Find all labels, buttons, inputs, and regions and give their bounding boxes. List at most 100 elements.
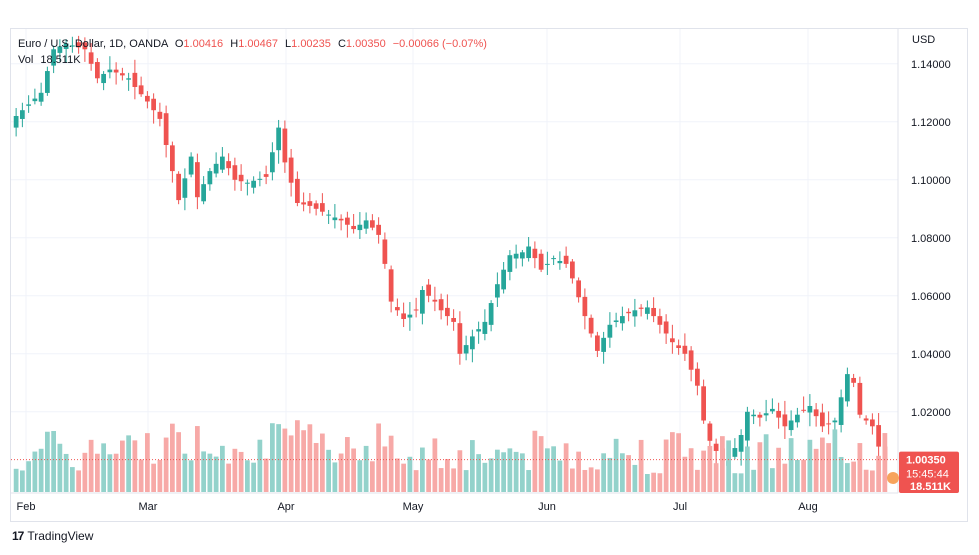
volume-bar (13, 468, 19, 492)
symbol-name[interactable]: Euro / U.S. Dollar, 1D, OANDA (18, 38, 168, 50)
volume-bar (226, 463, 231, 492)
candle-body (476, 329, 481, 332)
candle-body (826, 423, 831, 425)
volume-bar (551, 446, 556, 492)
candle-body (295, 178, 300, 203)
volume-bar (201, 451, 206, 492)
volume-bar (57, 443, 63, 492)
volume-bar (38, 448, 44, 492)
candle-body (345, 217, 350, 225)
volume-bar (95, 453, 100, 492)
candle-body (395, 307, 400, 311)
volume-bar (663, 439, 669, 492)
volume-bar (282, 428, 288, 492)
volume-bar (738, 473, 744, 492)
candle-body (370, 220, 375, 228)
candle-body (107, 69, 113, 73)
volume-bar (845, 463, 850, 492)
candle-body (451, 318, 456, 322)
volume-bar (557, 460, 563, 492)
volume-bar (301, 430, 306, 492)
volume-bar (832, 429, 838, 492)
candle-body (457, 323, 463, 354)
candle-body (20, 110, 25, 119)
volume-bar (538, 436, 544, 492)
last-price-badge (899, 451, 959, 482)
volume-bar (70, 467, 75, 492)
candle-body (626, 311, 631, 314)
candle-body (270, 152, 275, 173)
volume-bar (801, 459, 806, 492)
volume-bar (526, 470, 531, 492)
candle-body (838, 397, 844, 425)
candle-body (520, 252, 525, 259)
candle-body (488, 303, 494, 325)
candle-body (851, 377, 856, 383)
candle-body (195, 162, 200, 198)
volume-legend: Vol 18.511K (18, 52, 81, 68)
candle-body (820, 412, 825, 427)
volume-bar (251, 462, 256, 492)
candle-body (670, 338, 675, 343)
x-tick-label: Feb (17, 501, 36, 513)
volume-bar (813, 448, 819, 492)
candle-body (738, 435, 744, 452)
volume-bar (245, 460, 250, 492)
candle-body (426, 284, 431, 296)
volume-bar (176, 432, 181, 492)
candle-body (207, 171, 213, 185)
open-value: 1.00416 (183, 38, 224, 50)
volume-bar (357, 460, 363, 492)
candle-body (463, 345, 469, 354)
candle-body (76, 42, 81, 48)
candle-body (563, 255, 569, 264)
volume-bar (88, 439, 94, 492)
candle-body (832, 420, 838, 423)
volume-bar (113, 453, 119, 492)
open-label: O (174, 38, 184, 50)
volume-bar (870, 470, 875, 492)
candle-body (257, 178, 263, 180)
candle-body (551, 258, 556, 260)
candle-body (288, 157, 294, 183)
volume-bar (532, 430, 538, 492)
candle-body (557, 261, 563, 264)
volume-bar (126, 435, 131, 492)
candle-body (332, 217, 338, 221)
candle-body (632, 310, 638, 317)
candle-body (145, 95, 150, 102)
volume-bar (195, 426, 200, 492)
candle-body (13, 116, 19, 128)
volume-bar (638, 439, 644, 492)
candle-body (38, 92, 44, 102)
candle-body (226, 161, 231, 169)
close-value: 1.00350 (345, 38, 386, 50)
brand-name: TradingView (27, 529, 94, 543)
volume-bar (345, 437, 350, 492)
candle-body (482, 321, 488, 334)
candle-body (182, 178, 188, 198)
volume-bar (820, 437, 825, 492)
volume-bar (632, 464, 638, 492)
volume-bar (713, 463, 719, 492)
volume-bar (257, 439, 263, 492)
volume-bar (307, 424, 313, 492)
volume-bar (288, 435, 294, 492)
candle-body (788, 420, 794, 431)
x-tick-label: Mar (139, 501, 158, 513)
candle-body (707, 423, 713, 441)
candle-body (688, 350, 694, 370)
volume-bar (63, 453, 69, 492)
volume-bar (432, 438, 438, 492)
candle-body (776, 410, 781, 418)
candle-body (63, 43, 69, 49)
volume-bar (545, 448, 550, 492)
volume-bar (807, 439, 813, 492)
volume-bar (238, 451, 244, 492)
tradingview-logo[interactable]: 17 TradingView (12, 529, 93, 543)
volume-bar (438, 468, 444, 492)
low-label: L (285, 38, 292, 50)
volume-bar (513, 451, 519, 492)
candle-body (613, 320, 619, 323)
